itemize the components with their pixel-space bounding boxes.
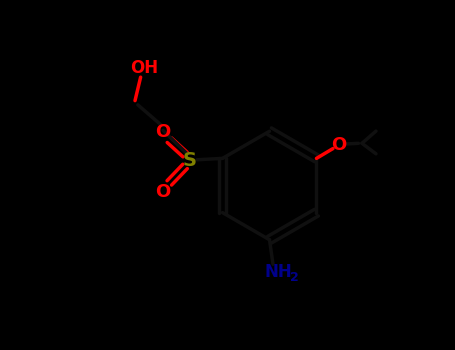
Text: OH: OH bbox=[130, 59, 158, 77]
Text: O: O bbox=[156, 183, 171, 201]
Text: 2: 2 bbox=[290, 271, 298, 284]
Text: NH: NH bbox=[264, 263, 292, 281]
Text: S: S bbox=[182, 150, 196, 170]
Text: O: O bbox=[156, 123, 171, 141]
Text: O: O bbox=[332, 136, 347, 154]
